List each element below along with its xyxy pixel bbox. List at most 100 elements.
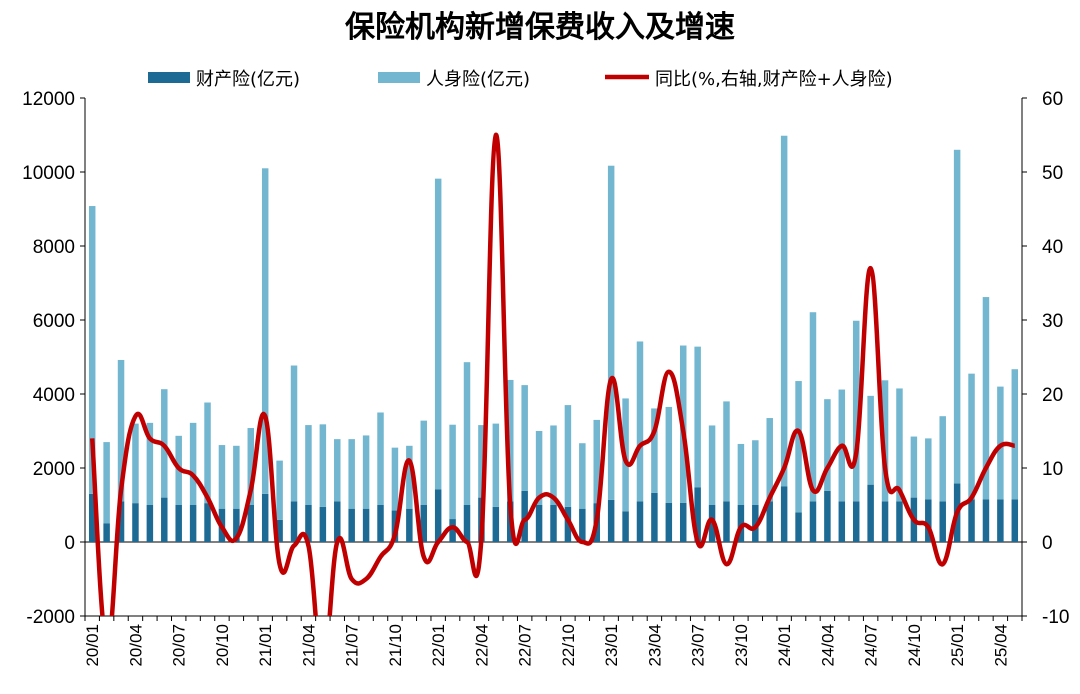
bar-life: [377, 412, 384, 505]
x-tick-label: 23/04: [645, 624, 664, 667]
bar-life: [982, 297, 990, 500]
bar-property: [449, 519, 456, 542]
y-right-tick-label: -10: [1042, 607, 1069, 628]
bar-life: [218, 445, 226, 509]
legend-label-life: 人身险(亿元): [426, 69, 530, 90]
bar-property: [132, 503, 139, 542]
bar-life: [521, 385, 528, 491]
bar-property: [809, 501, 817, 542]
bar-property: [968, 499, 975, 542]
x-tick-label: 21/04: [299, 624, 318, 667]
bar-life: [636, 341, 644, 502]
bar-life: [1011, 369, 1019, 500]
x-tick-label: 23/07: [689, 624, 708, 667]
bar-life: [478, 425, 485, 498]
bar-property: [795, 512, 802, 542]
bar-property: [982, 499, 990, 542]
x-tick-label: 24/10: [905, 624, 924, 667]
y-right-tick-label: 0: [1042, 533, 1053, 554]
bar-property: [607, 499, 615, 542]
x-tick-label: 22/07: [516, 624, 535, 667]
bar-life: [780, 135, 788, 487]
x-tick-label: 21/10: [386, 624, 405, 667]
bar-property: [492, 506, 500, 542]
x-tick-label: 23/01: [602, 624, 621, 667]
bar-life: [953, 149, 961, 484]
x-tick-label: 20/07: [170, 624, 189, 667]
bar-life: [852, 320, 860, 502]
bar-property: [103, 523, 110, 542]
bar-property: [925, 499, 932, 542]
bar-life: [492, 423, 500, 507]
y-right-tick-label: 30: [1042, 311, 1063, 332]
bar-property: [780, 486, 788, 542]
axes: [80, 97, 1027, 621]
bar-property: [175, 505, 182, 542]
x-tick-label: 25/01: [948, 624, 967, 667]
bar-property: [665, 502, 673, 542]
bar-life: [334, 439, 341, 502]
bar-property: [824, 490, 831, 542]
bar-property: [463, 505, 471, 542]
bar-property: [1011, 499, 1019, 542]
bar-life: [247, 428, 255, 505]
bar-life: [708, 425, 716, 505]
bar-life: [348, 439, 355, 509]
x-tick-label: 22/01: [429, 624, 448, 667]
bar-life: [305, 425, 312, 505]
bar-life: [406, 445, 413, 509]
y-left-tick-label: 2000: [33, 459, 75, 480]
y-right-tick-label: 60: [1042, 89, 1063, 110]
x-tick-label: 20/10: [213, 624, 232, 667]
bar-life: [290, 365, 298, 502]
bar-life: [694, 346, 701, 488]
bar-property: [852, 501, 860, 542]
bar-life: [420, 420, 428, 505]
bar-property: [161, 497, 168, 542]
bar-property: [276, 519, 283, 542]
bar-property: [88, 493, 96, 542]
chart-title: 保险机构新增保费收入及增速: [345, 10, 735, 45]
y-right-tick-label: 50: [1042, 163, 1063, 184]
bar-property: [535, 505, 543, 542]
bar-property: [261, 493, 269, 542]
bars-group: [88, 135, 1019, 542]
legend: 财产险(亿元) 人身险(亿元) 同比(%,右轴,财产险+人身险): [148, 69, 893, 90]
bar-life: [723, 401, 730, 502]
bar-life: [204, 402, 211, 504]
bar-life: [362, 435, 370, 509]
bar-property: [723, 501, 730, 542]
bar-property: [896, 501, 903, 542]
bar-property: [434, 489, 442, 542]
yoy-line-group: [89, 132, 1016, 616]
y-left-tick-label: 12000: [22, 89, 75, 110]
y-right-tick-label: 40: [1042, 237, 1063, 258]
bar-property: [204, 503, 211, 542]
bar-life: [939, 416, 946, 502]
bar-property: [838, 501, 846, 542]
bar-life: [564, 405, 572, 507]
bar-life: [132, 423, 139, 504]
bar-property: [362, 508, 370, 542]
bar-property: [334, 501, 341, 542]
bar-life: [550, 425, 557, 505]
y-left-tick-label: -2000: [26, 607, 75, 628]
bar-life: [766, 418, 773, 502]
legend-swatch-life: [378, 72, 420, 83]
bar-property: [247, 505, 255, 542]
y-left-tick-label: 10000: [22, 163, 75, 184]
bar-life: [607, 165, 615, 500]
bar-property: [233, 508, 240, 542]
legend-label-property: 财产险(亿元): [196, 69, 300, 90]
tick-labels: -2000 0 2000 4000 6000 8000 10000 12000 -10 0 10 20…: [22, 89, 1069, 667]
bar-property: [319, 506, 327, 542]
x-tick-label: 22/10: [559, 624, 578, 667]
bar-life: [910, 436, 918, 498]
bar-property: [420, 505, 428, 542]
x-tick-label: 20/04: [126, 624, 145, 667]
bar-life: [117, 359, 125, 502]
bar-life: [593, 419, 600, 504]
y-left-tick-label: 0: [64, 533, 75, 554]
bar-life: [881, 380, 889, 502]
